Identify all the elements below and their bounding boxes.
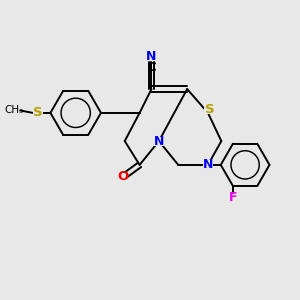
Bar xyxy=(147,53,156,61)
Bar xyxy=(204,105,214,114)
Text: F: F xyxy=(229,191,237,204)
Text: S: S xyxy=(33,106,43,119)
Text: N: N xyxy=(203,158,213,171)
Text: CH₃: CH₃ xyxy=(4,105,23,115)
Bar xyxy=(229,194,237,202)
Bar xyxy=(154,136,164,146)
Bar xyxy=(203,160,213,169)
Bar xyxy=(33,109,43,117)
Text: C: C xyxy=(147,61,156,74)
Bar xyxy=(118,172,128,181)
Text: N: N xyxy=(146,50,157,64)
Text: S: S xyxy=(205,103,214,116)
Text: N: N xyxy=(154,135,164,148)
Text: O: O xyxy=(118,170,129,183)
